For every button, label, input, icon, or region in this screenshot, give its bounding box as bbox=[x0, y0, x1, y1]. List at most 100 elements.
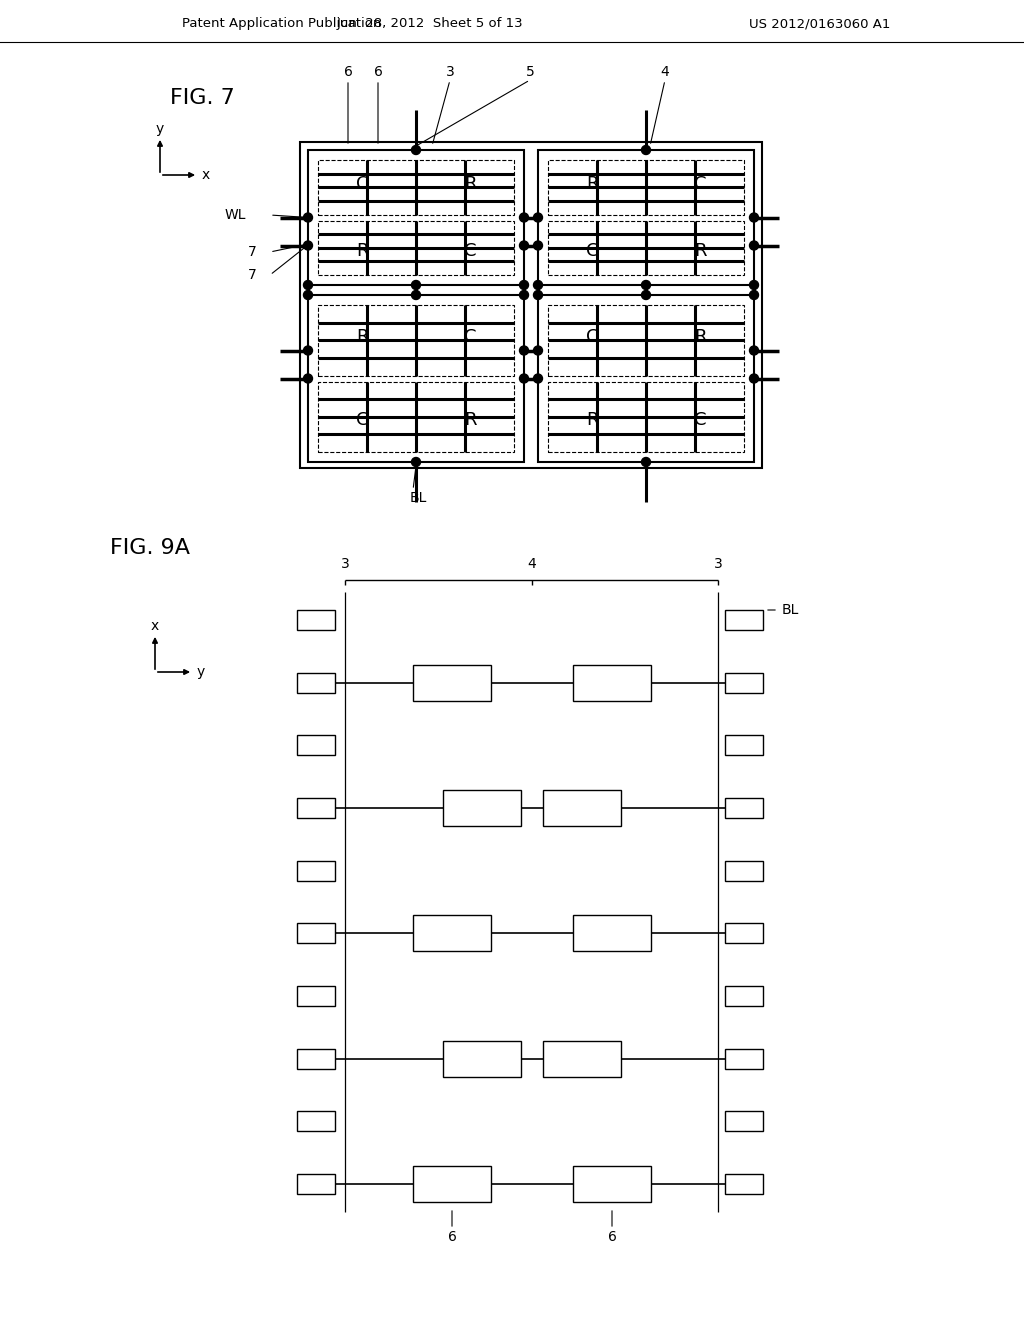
Text: C: C bbox=[693, 174, 707, 193]
Bar bbox=[543, 789, 621, 826]
Text: C: C bbox=[464, 327, 476, 346]
Bar bbox=[725, 673, 763, 693]
Bar bbox=[308, 150, 524, 285]
Circle shape bbox=[412, 290, 421, 300]
Circle shape bbox=[750, 213, 759, 222]
Bar bbox=[548, 220, 744, 275]
Text: 6: 6 bbox=[374, 65, 382, 79]
Circle shape bbox=[641, 145, 650, 154]
Bar bbox=[300, 143, 762, 469]
Bar bbox=[548, 160, 744, 214]
Text: 3: 3 bbox=[714, 557, 722, 572]
Text: x: x bbox=[202, 168, 210, 182]
Bar bbox=[538, 294, 754, 462]
Bar bbox=[308, 294, 524, 462]
Circle shape bbox=[303, 346, 312, 355]
Bar bbox=[297, 1111, 335, 1131]
Text: 6: 6 bbox=[607, 1230, 616, 1243]
Bar bbox=[725, 1111, 763, 1131]
Circle shape bbox=[641, 281, 650, 289]
Bar bbox=[725, 1048, 763, 1069]
Text: Patent Application Publication: Patent Application Publication bbox=[182, 17, 381, 30]
Circle shape bbox=[519, 213, 528, 222]
Bar bbox=[725, 923, 763, 944]
Circle shape bbox=[519, 281, 528, 289]
Bar bbox=[725, 986, 763, 1006]
Circle shape bbox=[303, 281, 312, 289]
Text: 6: 6 bbox=[344, 65, 352, 79]
Text: FIG. 9A: FIG. 9A bbox=[110, 539, 190, 558]
Text: 5: 5 bbox=[525, 65, 535, 79]
Bar bbox=[297, 610, 335, 630]
Bar bbox=[573, 1166, 651, 1203]
Text: BL: BL bbox=[781, 603, 799, 616]
Bar bbox=[413, 1166, 490, 1203]
Text: R: R bbox=[693, 243, 707, 260]
Circle shape bbox=[641, 458, 650, 466]
Circle shape bbox=[303, 290, 312, 300]
Bar bbox=[318, 220, 514, 275]
Bar bbox=[297, 923, 335, 944]
Bar bbox=[543, 1040, 621, 1077]
Bar bbox=[443, 1040, 521, 1077]
Circle shape bbox=[519, 242, 528, 249]
Text: FIG. 7: FIG. 7 bbox=[170, 88, 234, 108]
Circle shape bbox=[750, 290, 759, 300]
Bar bbox=[725, 1173, 763, 1195]
Circle shape bbox=[750, 374, 759, 383]
Text: R: R bbox=[464, 412, 476, 429]
Bar bbox=[413, 915, 490, 952]
Circle shape bbox=[534, 374, 543, 383]
Bar bbox=[443, 789, 521, 826]
Circle shape bbox=[750, 242, 759, 249]
Text: C: C bbox=[355, 174, 369, 193]
Bar bbox=[318, 305, 514, 375]
Bar bbox=[297, 1173, 335, 1195]
Bar bbox=[573, 665, 651, 701]
Circle shape bbox=[750, 346, 759, 355]
Text: 7: 7 bbox=[248, 268, 257, 282]
Bar bbox=[538, 150, 754, 285]
Text: 4: 4 bbox=[527, 557, 537, 572]
Text: C: C bbox=[586, 327, 598, 346]
Circle shape bbox=[412, 145, 421, 154]
Bar bbox=[725, 861, 763, 880]
Circle shape bbox=[519, 290, 528, 300]
Text: y: y bbox=[156, 121, 164, 136]
Text: 6: 6 bbox=[447, 1230, 457, 1243]
Circle shape bbox=[303, 213, 312, 222]
Bar bbox=[297, 735, 335, 755]
Text: BL: BL bbox=[410, 491, 427, 506]
Bar bbox=[318, 381, 514, 451]
Bar bbox=[725, 735, 763, 755]
Text: C: C bbox=[355, 412, 369, 429]
Bar bbox=[297, 673, 335, 693]
Text: 3: 3 bbox=[341, 557, 349, 572]
Circle shape bbox=[303, 242, 312, 249]
Circle shape bbox=[534, 346, 543, 355]
Bar bbox=[413, 665, 490, 701]
Text: R: R bbox=[464, 174, 476, 193]
Text: x: x bbox=[151, 619, 159, 634]
Bar bbox=[548, 305, 744, 375]
Text: R: R bbox=[586, 412, 598, 429]
Text: 4: 4 bbox=[660, 65, 670, 79]
Bar bbox=[573, 915, 651, 952]
Text: Jun. 28, 2012  Sheet 5 of 13: Jun. 28, 2012 Sheet 5 of 13 bbox=[337, 17, 523, 30]
Bar bbox=[297, 1048, 335, 1069]
Text: R: R bbox=[355, 327, 369, 346]
Text: US 2012/0163060 A1: US 2012/0163060 A1 bbox=[750, 17, 891, 30]
Text: 7: 7 bbox=[248, 246, 257, 259]
Text: y: y bbox=[197, 665, 205, 678]
Circle shape bbox=[303, 374, 312, 383]
Text: R: R bbox=[693, 327, 707, 346]
Circle shape bbox=[534, 290, 543, 300]
Bar bbox=[725, 799, 763, 818]
Text: R: R bbox=[586, 174, 598, 193]
Bar bbox=[297, 799, 335, 818]
Bar bbox=[725, 610, 763, 630]
Circle shape bbox=[534, 281, 543, 289]
Text: 3: 3 bbox=[445, 65, 455, 79]
Circle shape bbox=[519, 346, 528, 355]
Text: C: C bbox=[464, 243, 476, 260]
